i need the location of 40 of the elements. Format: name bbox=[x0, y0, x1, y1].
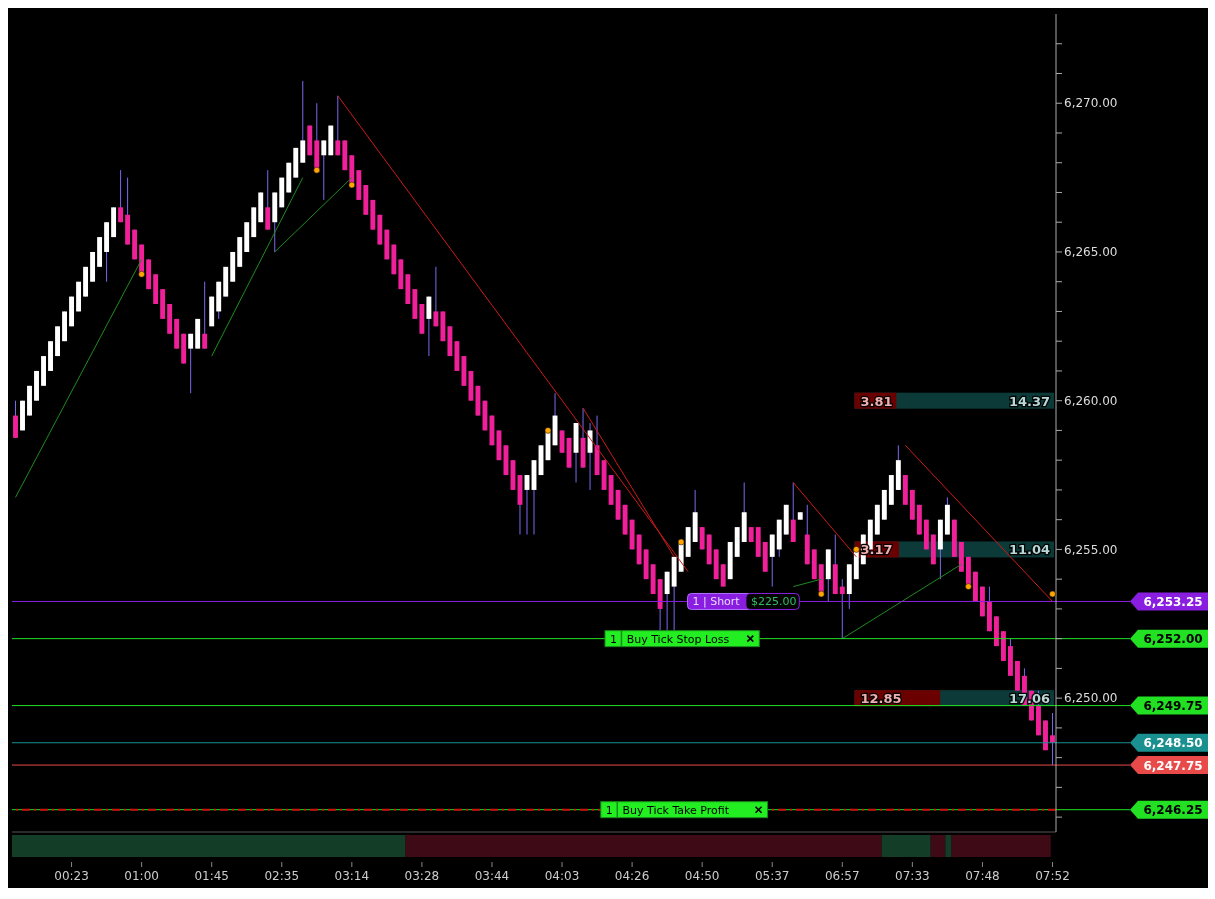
y-tick-label: 6,265.00 bbox=[1064, 245, 1118, 260]
x-tick-label: 07:48 bbox=[965, 869, 1000, 883]
order-tag: $225.00 bbox=[745, 592, 800, 610]
x-tick-label: 01:45 bbox=[194, 869, 229, 883]
annotation: Buy Tick Take Profit bbox=[622, 803, 730, 817]
order-tag: 1 bbox=[600, 801, 618, 819]
ref-line-label: 6,253.25 bbox=[1143, 594, 1203, 609]
annotation: 12.85 bbox=[860, 691, 902, 707]
annotation: 14.37 bbox=[1008, 393, 1050, 409]
x-tick-label: 07:52 bbox=[1035, 869, 1070, 883]
x-tick-label: 06:57 bbox=[825, 869, 860, 883]
ref-line-label: 6,247.75 bbox=[1143, 758, 1203, 773]
x-tick-label: 07:33 bbox=[895, 869, 930, 883]
annotation: 11.04 bbox=[1008, 542, 1050, 558]
x-tick-label: 05:37 bbox=[754, 869, 790, 883]
ref-line-label: 6,249.75 bbox=[1143, 699, 1203, 714]
order-tag: Buy Tick Take Profit bbox=[617, 801, 768, 819]
order-tag: 1 bbox=[604, 630, 622, 648]
ref-line-label: 6,246.25 bbox=[1143, 803, 1203, 818]
annotation: 3.81 bbox=[860, 393, 893, 409]
order-tag: Buy Tick Stop Loss bbox=[621, 630, 760, 648]
x-tick-label: 03:28 bbox=[404, 869, 440, 883]
x-tick-label: 03:44 bbox=[474, 869, 510, 883]
x-tick-label: 02:35 bbox=[264, 869, 300, 883]
x-tick-label: 04:26 bbox=[614, 869, 650, 883]
annotation: Buy Tick Stop Loss bbox=[626, 632, 730, 646]
y-tick-label: 6,255.00 bbox=[1064, 542, 1118, 557]
x-tick-label: 01:00 bbox=[124, 869, 159, 883]
ref-line-label: 6,252.00 bbox=[1143, 632, 1203, 647]
x-tick-label: 04:03 bbox=[544, 869, 580, 883]
x-tick-label: 04:50 bbox=[684, 869, 720, 883]
annotation: 1 bbox=[609, 632, 617, 646]
y-tick-label: 6,250.00 bbox=[1064, 691, 1118, 706]
y-tick-label: 6,260.00 bbox=[1064, 393, 1118, 408]
x-tick-label: 03:14 bbox=[334, 869, 370, 883]
annotation: 1 | Short bbox=[692, 595, 741, 609]
ref-line-label: 6,248.50 bbox=[1143, 736, 1203, 751]
y-tick-label: 6,270.00 bbox=[1064, 96, 1118, 111]
annotation: 1 bbox=[605, 803, 613, 817]
x-tick-label: 00:23 bbox=[54, 869, 89, 883]
